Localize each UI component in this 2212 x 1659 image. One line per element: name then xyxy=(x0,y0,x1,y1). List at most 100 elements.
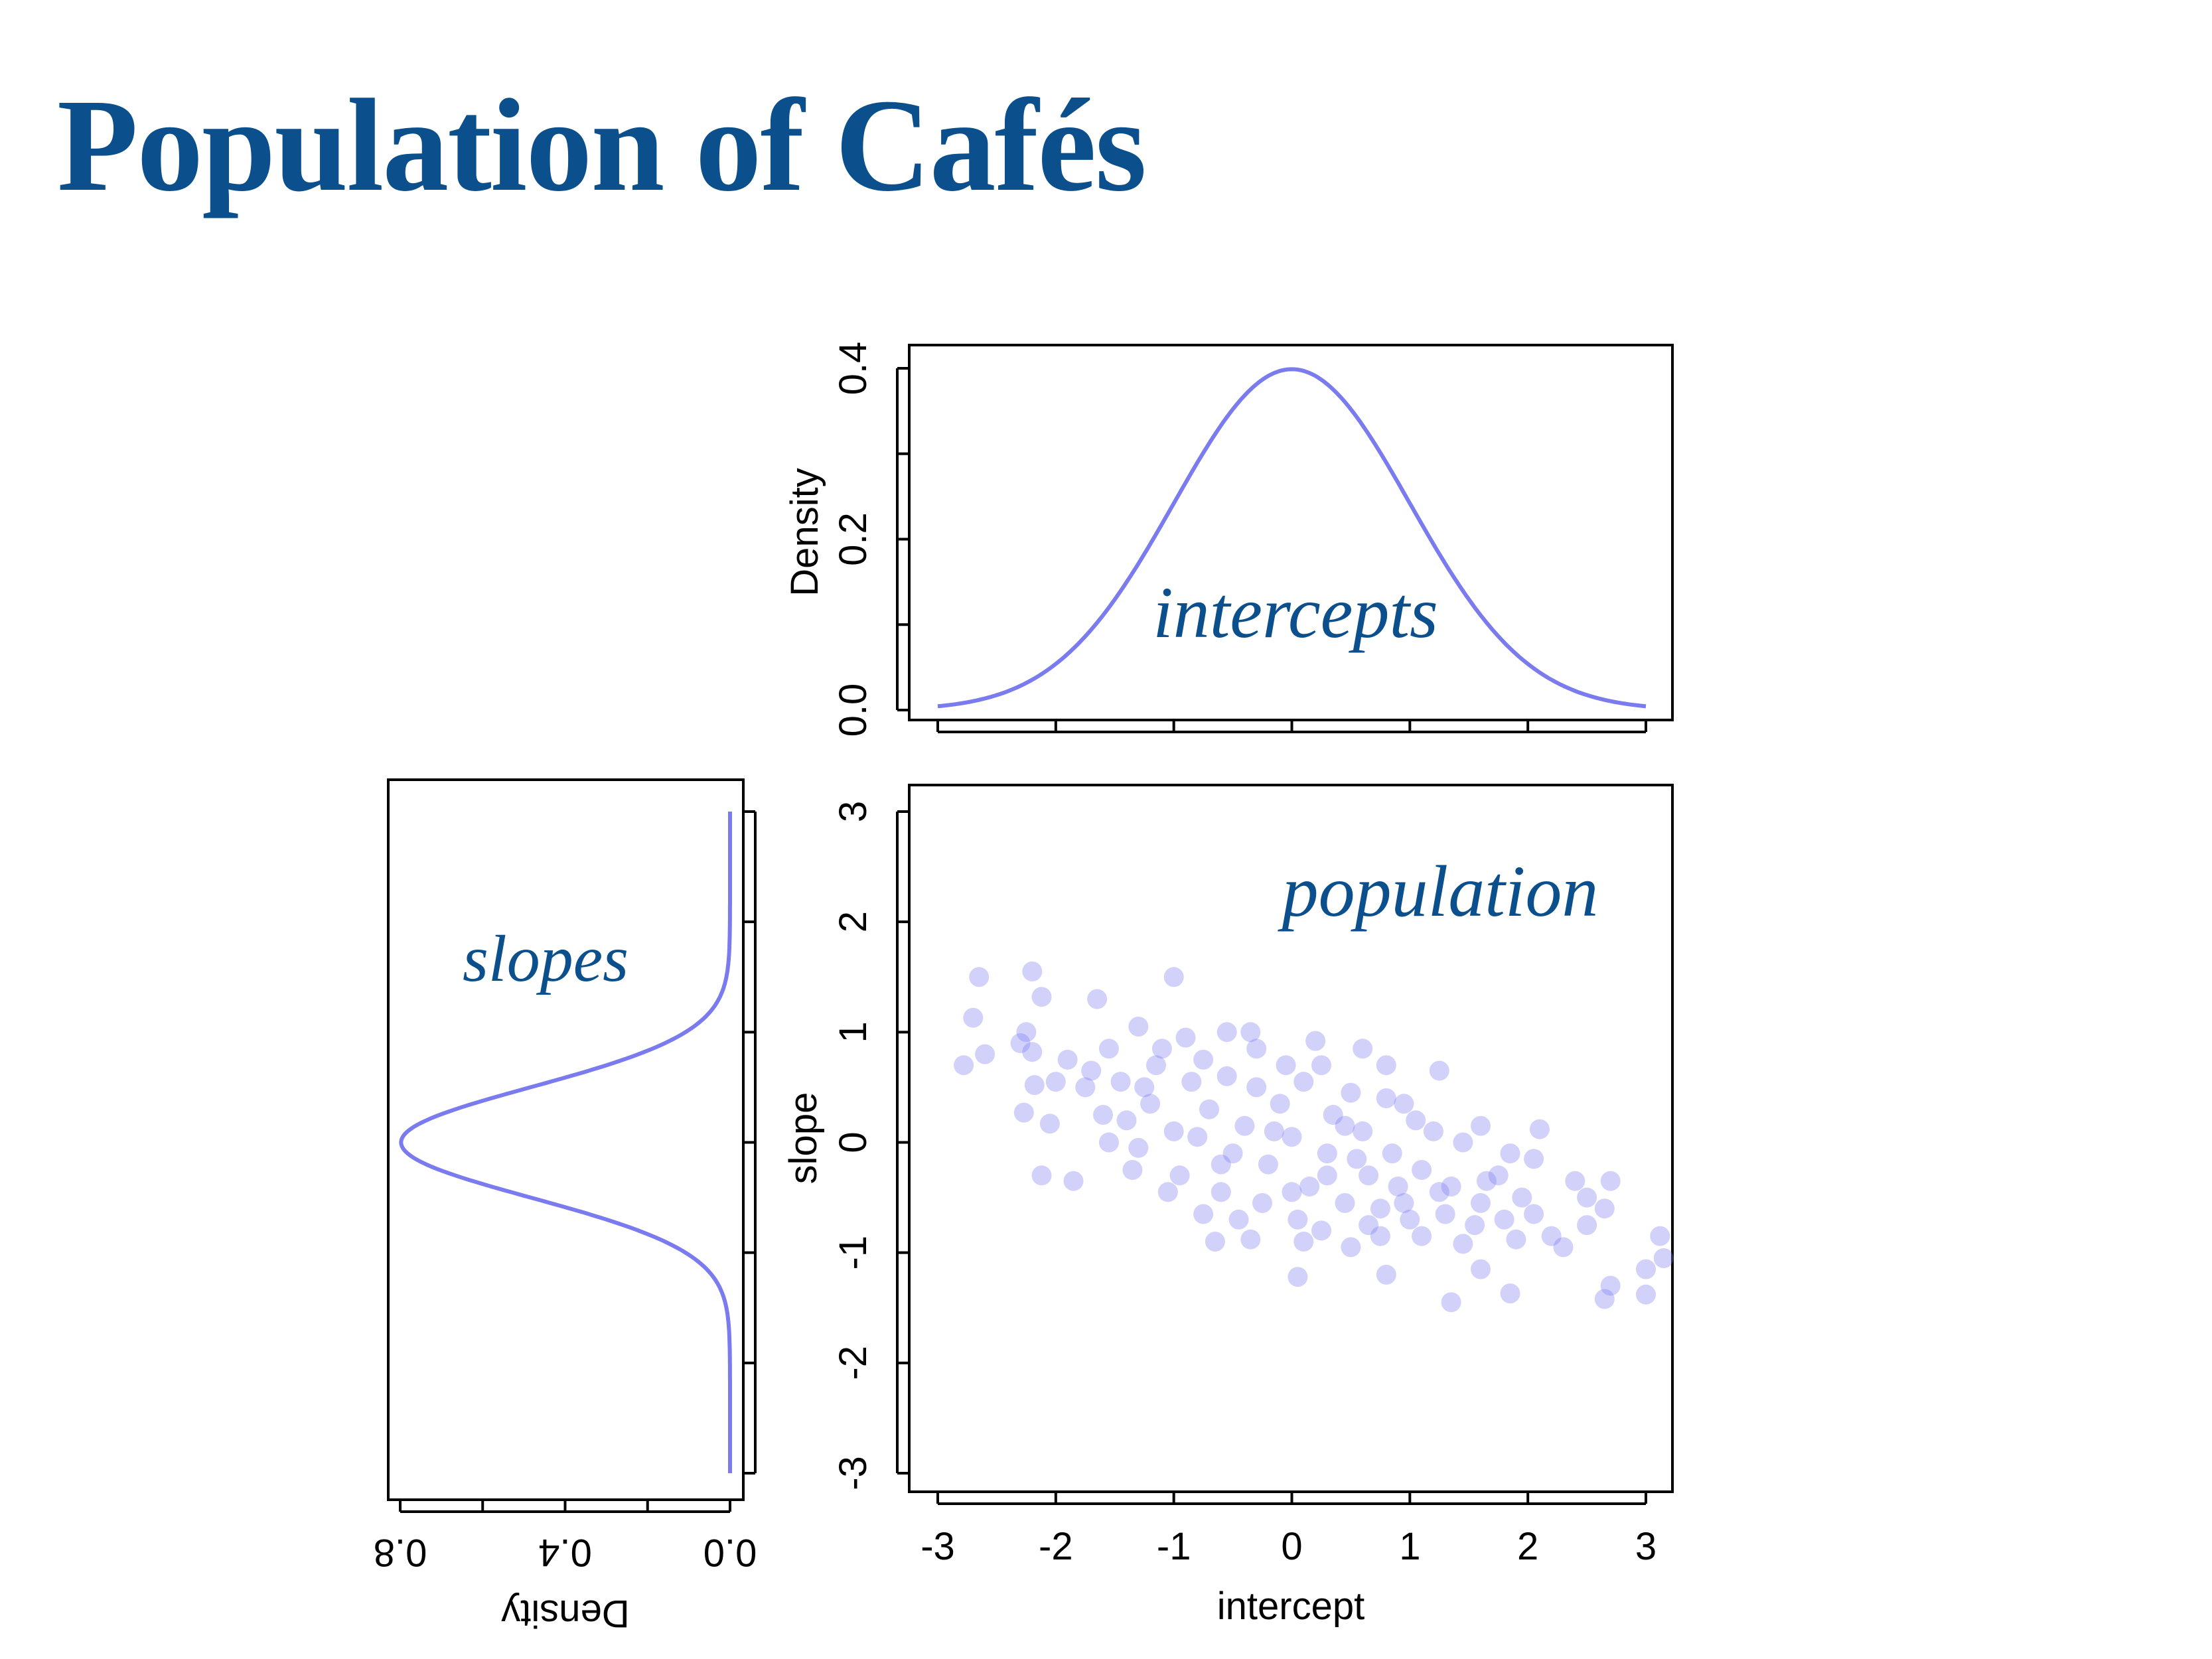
scatter-point xyxy=(1169,1165,1190,1186)
scatter-point xyxy=(1317,1143,1337,1164)
scatter-point xyxy=(1400,1209,1420,1230)
scatter-point xyxy=(1282,1127,1302,1147)
y-tick-label: 0.4 xyxy=(832,342,875,396)
scatter-point xyxy=(1453,1234,1473,1254)
scatter-point xyxy=(1187,1127,1208,1147)
scatter-point xyxy=(1494,1209,1514,1230)
x-axis-label: intercept xyxy=(1217,1585,1364,1628)
scatter-point xyxy=(1512,1187,1532,1208)
scatter-point xyxy=(1299,1177,1320,1196)
intercepts-label: intercepts xyxy=(1153,572,1438,653)
scatter-point xyxy=(1228,1209,1249,1230)
scatter-point xyxy=(1211,1154,1231,1175)
scatter-point xyxy=(1276,1055,1296,1076)
scatter-point xyxy=(1217,1066,1237,1086)
scatter-point xyxy=(1093,1105,1113,1125)
scatter-point xyxy=(1217,1022,1237,1043)
scatter-point xyxy=(1347,1149,1367,1169)
scatter-point xyxy=(1098,1039,1119,1059)
scatter-point xyxy=(1252,1192,1272,1213)
y-tick-label: 3 xyxy=(832,801,875,822)
scatter-point xyxy=(1175,1027,1196,1048)
scatter-point xyxy=(1240,1229,1261,1250)
scatter-point xyxy=(1594,1198,1615,1219)
scatter-point xyxy=(1476,1171,1497,1191)
scatter-point xyxy=(1488,1165,1509,1186)
scatter-point xyxy=(1305,1031,1326,1051)
scatter-point xyxy=(1594,1289,1615,1309)
scatter-point xyxy=(1577,1187,1597,1208)
y-tick-label: 0.2 xyxy=(832,512,875,566)
scatter-point xyxy=(1098,1132,1119,1153)
scatter-point xyxy=(1193,1204,1214,1224)
scatter-point xyxy=(1341,1082,1361,1103)
scatter-point xyxy=(1134,1077,1155,1098)
scatter-point xyxy=(1163,1121,1184,1141)
y-tick-label: 2 xyxy=(832,911,875,932)
y-axis-label: Density xyxy=(783,468,826,596)
scatter-point xyxy=(1075,1077,1096,1098)
scatter-point xyxy=(1636,1259,1656,1279)
scatter-points xyxy=(954,961,1674,1313)
scatter-point xyxy=(1471,1192,1491,1213)
scatter-point xyxy=(1151,1039,1172,1059)
scatter-point xyxy=(1553,1237,1574,1258)
scatter-point xyxy=(1081,1060,1102,1081)
scatter-point xyxy=(1116,1110,1137,1131)
intercepts-density-curve xyxy=(937,367,1647,709)
x-tick-label: -1 xyxy=(1157,1525,1191,1568)
scatter-point xyxy=(1370,1198,1390,1219)
scatter-point xyxy=(1031,987,1052,1007)
scatter-point xyxy=(1288,1267,1308,1287)
scatter-point xyxy=(1529,1119,1550,1139)
slopes-density-panel: 0.0 0.4 0.8 slopes Density xyxy=(374,778,757,1635)
scatter-point xyxy=(1429,1182,1449,1202)
scatter-point xyxy=(1650,1226,1670,1246)
scatter-point xyxy=(1423,1121,1443,1141)
population-label: population xyxy=(1278,851,1599,932)
scatter-point xyxy=(1010,1033,1031,1053)
scatter-point xyxy=(1264,1121,1284,1141)
scatter-point xyxy=(1429,1060,1449,1081)
x-tick-label: -2 xyxy=(1039,1525,1073,1568)
scatter-point xyxy=(1600,1275,1621,1296)
scatter-point xyxy=(1282,1182,1302,1202)
scatter-point xyxy=(1335,1192,1355,1213)
y-tick-label: -3 xyxy=(832,1456,875,1490)
y-tick-label: -1 xyxy=(832,1236,875,1270)
scatter-point xyxy=(1376,1264,1396,1285)
scatter-point xyxy=(1234,1116,1255,1136)
scatter-point xyxy=(1270,1094,1290,1114)
scatter-point xyxy=(1353,1039,1373,1059)
scatter-point xyxy=(1394,1094,1414,1114)
scatter-point xyxy=(1311,1220,1331,1241)
scatter-point xyxy=(1435,1204,1455,1224)
scatter-point xyxy=(1376,1088,1396,1108)
scatter-point xyxy=(1258,1154,1278,1175)
scatter-point xyxy=(1063,1171,1084,1191)
x-tick-label: 0.4 xyxy=(538,1531,592,1574)
scatter-point xyxy=(1453,1132,1473,1153)
scatter-point xyxy=(1087,989,1108,1009)
scatter-point xyxy=(1653,1248,1674,1268)
scatter-point xyxy=(1388,1177,1408,1196)
scatter-point xyxy=(1370,1226,1390,1246)
scatter-point xyxy=(1577,1215,1597,1236)
scatter-point xyxy=(1039,1114,1060,1134)
x-tick-label: -3 xyxy=(921,1525,955,1568)
scatter-point xyxy=(1506,1229,1526,1250)
scatter-point xyxy=(1465,1215,1485,1236)
scatter-point xyxy=(1412,1226,1432,1246)
scatter-point xyxy=(1024,1075,1045,1096)
scatter-point xyxy=(1222,1143,1243,1164)
scatter-point xyxy=(1045,1072,1066,1092)
scatter-point xyxy=(1246,1077,1267,1098)
scatter-point xyxy=(1013,1102,1034,1123)
x-tick-label: 3 xyxy=(1635,1525,1657,1568)
scatter-point xyxy=(1205,1232,1225,1252)
x-tick-label: 2 xyxy=(1517,1525,1538,1568)
y-tick-label: -2 xyxy=(832,1346,875,1380)
scatter-point xyxy=(963,1007,984,1028)
scatter-point xyxy=(1128,1017,1149,1037)
